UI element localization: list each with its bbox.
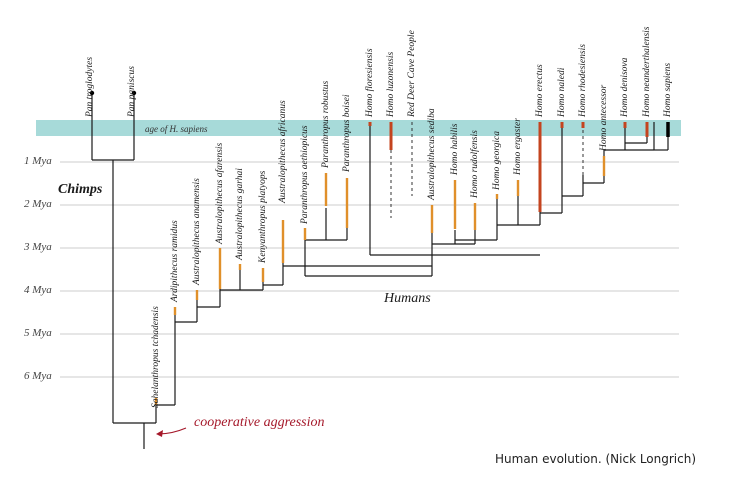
taxon-label: Pan paniscus: [127, 66, 137, 118]
taxon-label: Ardipithecus ramidus: [170, 220, 180, 303]
tick-label-4-mya: 4 Mya: [24, 284, 52, 296]
taxon-label: Red Deer Cave People: [407, 30, 417, 118]
tick-label-2-mya: 2 Mya: [24, 198, 52, 210]
figure-caption: Human evolution. (Nick Longrich): [495, 452, 697, 466]
taxon-label: Australopithecus sediba: [427, 108, 437, 201]
taxon-label: Paranthropus boisei: [342, 94, 352, 173]
taxon-label: Pan troglodytes: [85, 57, 95, 118]
taxon-label: Homo erectus: [535, 64, 545, 118]
time-grid: 1 Mya 2 Mya 3 Mya 4 Mya 5 Mya 6 Mya: [23, 155, 679, 382]
taxon-label: Sahelanthropus tchadensis: [151, 306, 161, 408]
taxon-label: Homo luzonensis: [386, 52, 396, 118]
taxon-label: Kenyanthropus platyops: [258, 170, 268, 264]
taxon-label: Australopithecus africanus: [277, 100, 288, 204]
taxon-label: Homo naledi: [557, 67, 567, 118]
taxon-label: Paranthropus robustus: [321, 81, 331, 169]
tick-label-6-mya: 6 Mya: [24, 370, 52, 382]
taxon-label: Homo floresiensis: [364, 48, 375, 118]
fossil-ranges: [154, 156, 606, 405]
taxon-label: Homo rhodesiensis: [578, 44, 588, 118]
tick-label-3-mya: 3 Mya: [23, 241, 52, 253]
taxon-label: Homo habilis: [450, 123, 460, 176]
taxon-labels: Pan troglodytes Pan paniscus Sahelanthro…: [85, 26, 673, 408]
ghost-lineages: [390, 122, 584, 218]
pan-troglodytes-dot: [89, 90, 95, 96]
tick-label-5-mya: 5 Mya: [24, 327, 52, 339]
fossil-ranges-dark: [368, 122, 649, 212]
chimps-label: Chimps: [58, 182, 103, 197]
taxon-label: Homo ergaster: [513, 118, 523, 176]
annotation-arrowhead: [156, 430, 163, 437]
taxon-label: Australopithecus garhai: [235, 168, 245, 261]
tick-label-1-mya: 1 Mya: [24, 155, 52, 167]
taxon-label: Homo rudolfensis: [469, 130, 480, 199]
taxon-label: Australopithecus anamensis: [192, 178, 202, 286]
taxon-label: Australopithecus afarensis: [214, 142, 225, 245]
taxon-label: Homo georgica: [492, 131, 502, 191]
taxon-label: Paranthropus aethiopicus: [300, 125, 310, 225]
taxon-label: Homo denisova: [620, 57, 630, 118]
taxon-label: Homo antecessor: [599, 84, 609, 152]
taxon-label: Homo sapiens: [663, 63, 673, 118]
taxon-label: Homo neanderthalensis: [642, 26, 652, 118]
pan-paniscus-dot: [131, 90, 137, 96]
sapiens-age-band: [36, 120, 681, 136]
cooperative-aggression-label: cooperative aggression: [194, 415, 325, 430]
sapiens-age-band-label: age of H. sapiens: [145, 124, 208, 134]
humans-label: Humans: [383, 291, 431, 306]
